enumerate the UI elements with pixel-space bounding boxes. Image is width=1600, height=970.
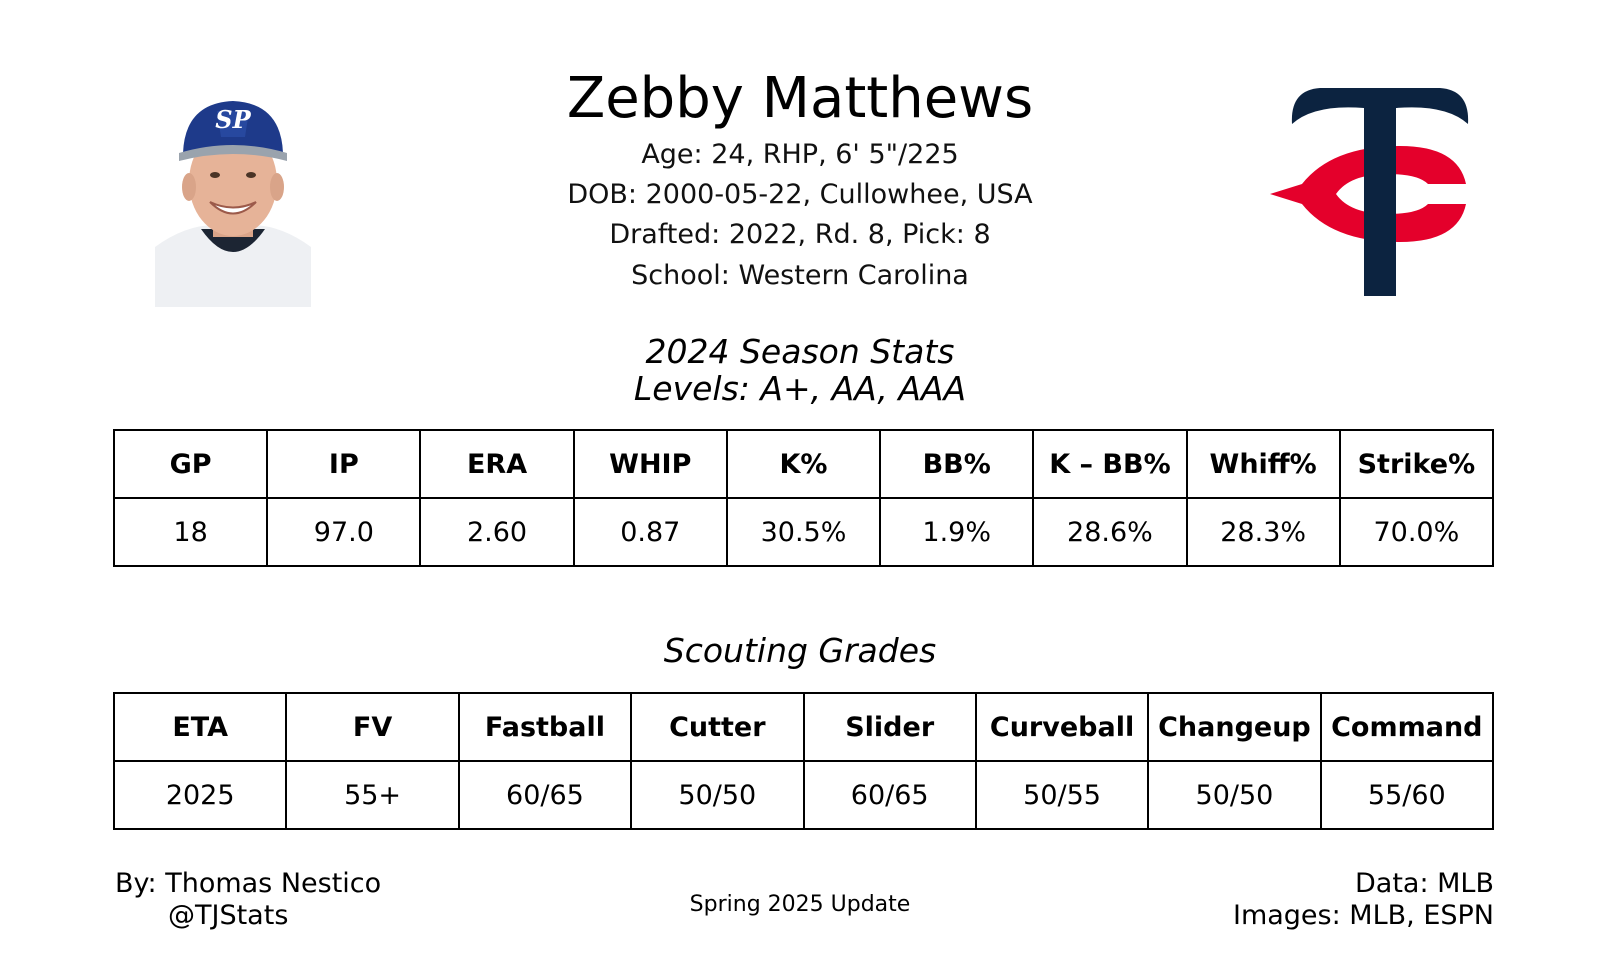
grade-value: 2025: [112, 760, 288, 830]
stat-value: 18: [112, 497, 269, 567]
grade-value: 55/60: [1319, 760, 1495, 830]
stat-header: ERA: [419, 429, 575, 499]
grade-value: 50/55: [974, 760, 1150, 830]
bio-school: School: Western Carolina: [631, 260, 969, 291]
grade-header: Slider: [802, 692, 977, 762]
scouting-table: ETA FV Fastball Cutter Slider Curveball …: [112, 692, 1495, 830]
stat-header: Whiff%: [1185, 429, 1341, 499]
player-name: Zebby Matthews: [566, 66, 1034, 131]
stat-value: 2.60: [419, 497, 575, 567]
grade-header: FV: [285, 692, 460, 762]
table-header-row: GP IP ERA WHIP K% BB% K – BB% Whiff% Str…: [112, 429, 1495, 499]
stat-header: IP: [266, 429, 422, 499]
grade-header: Changeup: [1147, 692, 1322, 762]
stat-header: Strike%: [1338, 429, 1495, 499]
stat-header: WHIP: [572, 429, 728, 499]
team-logo: [1270, 84, 1480, 299]
stat-value: 0.87: [572, 497, 728, 567]
author-credit: By: Thomas Nestico: [115, 868, 382, 899]
stat-header: GP: [112, 429, 269, 499]
grade-value: 60/65: [457, 760, 633, 830]
stat-value: 28.6%: [1032, 497, 1188, 567]
images-source: Images: MLB, ESPN: [1232, 900, 1494, 931]
bio-draft: Drafted: 2022, Rd. 8, Pick: 8: [609, 219, 991, 250]
grade-header: Cutter: [630, 692, 805, 762]
bio-dob: DOB: 2000-05-22, Cullowhee, USA: [567, 179, 1033, 210]
stat-value: 1.9%: [879, 497, 1035, 567]
grade-value: 50/50: [630, 760, 805, 830]
cap-logo-text: SP: [215, 105, 251, 134]
twins-tc-logo-icon: [1270, 88, 1469, 296]
grade-value: 50/50: [1147, 760, 1322, 830]
player-headshot: SP: [155, 97, 311, 307]
grade-value: 60/65: [802, 760, 977, 830]
grade-header: Fastball: [457, 692, 633, 762]
bio-age-position: Age: 24, RHP, 6' 5"/225: [641, 139, 959, 170]
season-stats-table: GP IP ERA WHIP K% BB% K – BB% Whiff% Str…: [112, 429, 1495, 567]
grade-header: Curveball: [974, 692, 1150, 762]
grade-header: Command: [1319, 692, 1495, 762]
grade-header: ETA: [112, 692, 288, 762]
author-handle: @TJStats: [168, 900, 289, 931]
stat-header: K%: [725, 429, 882, 499]
table-row: 2025 55+ 60/65 50/50 60/65 50/55 50/50 5…: [112, 760, 1495, 830]
table-header-row: ETA FV Fastball Cutter Slider Curveball …: [112, 692, 1495, 762]
table-row: 18 97.0 2.60 0.87 30.5% 1.9% 28.6% 28.3%…: [112, 497, 1495, 567]
stat-value: 30.5%: [725, 497, 882, 567]
stat-value: 28.3%: [1185, 497, 1341, 567]
season-stats-levels: Levels: A+, AA, AAA: [633, 369, 967, 408]
stat-header: K – BB%: [1032, 429, 1188, 499]
scouting-title: Scouting Grades: [663, 631, 937, 670]
grade-value: 55+: [285, 760, 460, 830]
data-source: Data: MLB: [1354, 868, 1494, 899]
season-stats-title: 2024 Season Stats: [645, 332, 955, 371]
stat-value: 97.0: [266, 497, 422, 567]
stat-value: 70.0%: [1338, 497, 1495, 567]
update-label: Spring 2025 Update: [689, 892, 911, 917]
stat-header: BB%: [879, 429, 1035, 499]
